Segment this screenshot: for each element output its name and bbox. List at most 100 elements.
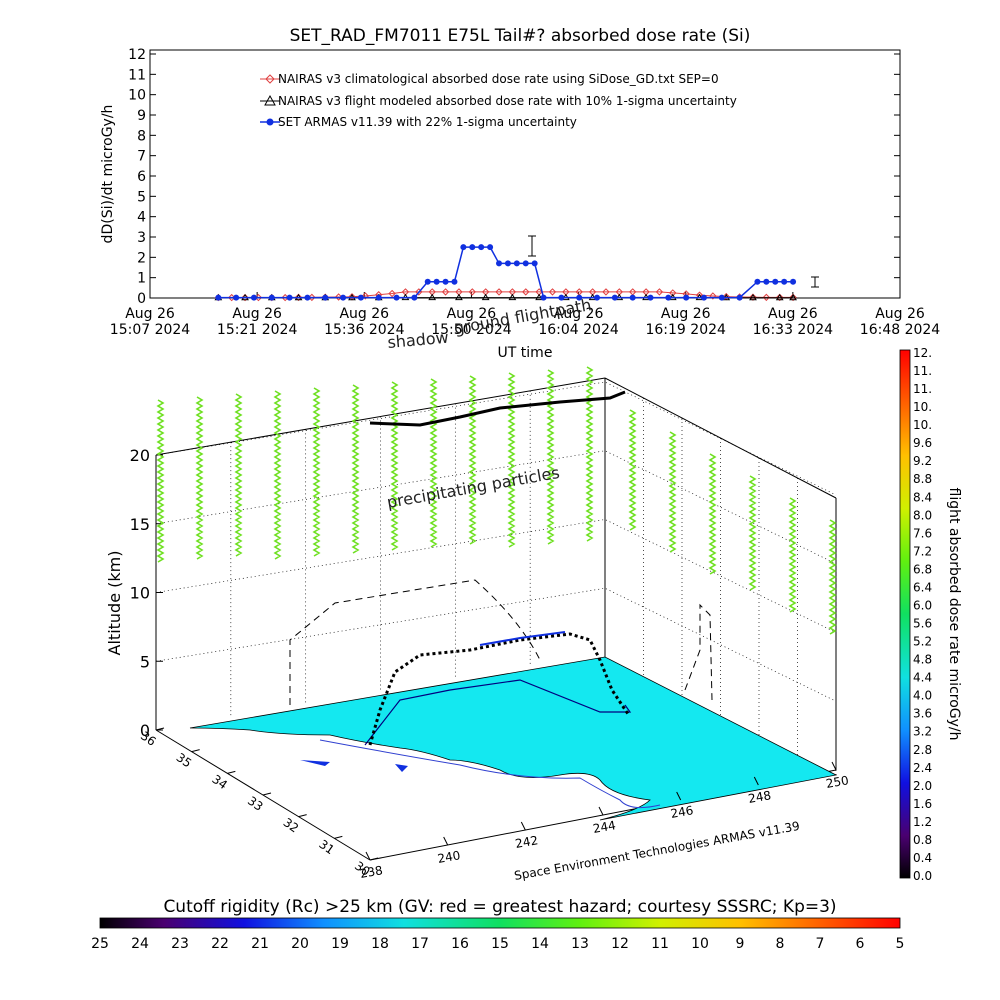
lon-tick-label: 238 <box>359 863 384 881</box>
z-tick-label: 20 <box>130 446 150 465</box>
series-layer <box>214 244 797 302</box>
dose-colorbar-tick: 2.0 <box>913 779 932 793</box>
x-tick-label: 15:50 2024 <box>431 322 512 338</box>
legend-item-armas: SET ARMAS v11.39 with 22% 1-sigma uncert… <box>260 115 577 129</box>
series-point <box>442 278 449 285</box>
lon-tick-label: 250 <box>825 773 850 791</box>
triangle-marker-icon <box>264 94 276 106</box>
series-point <box>487 244 494 251</box>
rigidity-colorbar-tick: 17 <box>411 936 429 952</box>
dose-colorbar-tick: 12. <box>913 346 932 360</box>
legend-label: NAIRAS v3 climatological absorbed dose r… <box>278 72 719 86</box>
rigidity-colorbar-tick: 8 <box>776 936 785 952</box>
series-point <box>388 289 396 298</box>
series-point <box>361 292 370 300</box>
dose-colorbar-tick: 8.0 <box>913 508 932 522</box>
lon-tick-mark <box>676 791 682 801</box>
dose-colorbar-tick: 9.2 <box>913 454 932 468</box>
series-point <box>789 293 797 301</box>
annotation-shadow: shadow <box>387 328 450 352</box>
dose-column <box>708 453 717 575</box>
x-axis-label: UT time <box>498 345 553 361</box>
island-shape <box>395 764 408 772</box>
dose-colorbar-tick: 6.8 <box>913 562 932 576</box>
series-point <box>700 294 707 301</box>
y-tick-label: 1 <box>137 271 146 287</box>
dose-colorbar-tick: 4.4 <box>913 671 932 685</box>
series-point <box>762 293 771 302</box>
dose-column <box>195 396 204 560</box>
series-point <box>304 294 311 301</box>
x-tick-label: Aug 26 <box>447 306 497 322</box>
rigidity-colorbar-tick: 25 <box>91 936 109 952</box>
error-bars <box>528 235 819 288</box>
rigidity-colorbar-label: Cutoff rigidity (Rc) >25 km (GV: red = g… <box>163 897 836 917</box>
series-point <box>683 294 690 301</box>
series-point <box>594 294 601 301</box>
dose-colorbar-ticks: 0.0 0.4 0.8 1.2 1.6 2.0 2.4 2.8 3.2 3.6 4.0 4.4 4.8 5… <box>913 346 932 883</box>
z-axis-label: Altitude (km) <box>105 551 124 656</box>
x-tick-label: Aug 26 <box>125 306 175 322</box>
dose-column <box>828 519 837 635</box>
lon-tick-mark <box>598 806 604 816</box>
lat-tick-label: 32 <box>281 815 302 835</box>
rigidity-colorbar <box>99 917 901 929</box>
dose-colorbar-tick: 0.0 <box>913 869 932 883</box>
rigidity-colorbar-tick: 12 <box>611 936 629 952</box>
rigidity-colorbar-tick: 20 <box>291 936 309 952</box>
dose-colorbar-tick: 2.4 <box>913 761 932 775</box>
x-tick-label: Aug 26 <box>661 306 711 322</box>
lat-tick-label: 35 <box>174 750 195 770</box>
series-point <box>629 294 636 301</box>
lon-tick-label: 244 <box>592 818 617 836</box>
lat-tick-mark <box>262 792 272 796</box>
rigidity-colorbar-tick: 13 <box>571 936 589 952</box>
series-point <box>781 278 788 285</box>
dose-colorbar-tick: 0.4 <box>913 851 932 865</box>
x-tick-label: Aug 26 <box>768 306 818 322</box>
dose-colorbar-tick: 9.6 <box>913 436 932 450</box>
series-point <box>665 294 672 301</box>
coastline <box>319 739 661 809</box>
lon-tick-mark <box>365 851 371 861</box>
series-point <box>504 260 511 267</box>
dose-column <box>546 369 555 545</box>
y-tick-label: 4 <box>137 210 146 226</box>
rigidity-colorbar-tick: 11 <box>651 936 669 952</box>
y-tick-label: 10 <box>128 88 146 104</box>
dose-colorbar-tick: 10. <box>913 400 932 414</box>
lon-tick-mark <box>443 836 449 846</box>
dose-colorbar-tick: 8.4 <box>913 490 932 504</box>
lon-tick-mark <box>520 821 526 831</box>
flight-path-projection <box>369 390 626 427</box>
series-point <box>469 244 476 251</box>
series-point <box>215 294 222 301</box>
series-point <box>294 293 303 302</box>
lat-tick-label: 33 <box>245 794 266 814</box>
series-point <box>718 294 725 301</box>
rigidity-colorbar-tick: 15 <box>491 936 509 952</box>
series-point <box>709 292 717 300</box>
z-tick-label: 5 <box>140 652 150 671</box>
y-tick-label: 12 <box>128 47 146 63</box>
y-tick-label: 5 <box>137 189 146 205</box>
lon-tick-mark <box>831 761 837 771</box>
dose-rate-columns <box>156 366 837 635</box>
ground-surface <box>189 656 838 821</box>
rigidity-colorbar-tick: 16 <box>451 936 469 952</box>
series-point <box>790 278 797 285</box>
series-point <box>736 294 743 301</box>
series-point <box>322 294 329 301</box>
y-tick-label: 8 <box>137 128 146 144</box>
series-point <box>250 294 257 301</box>
dose-colorbar-tick: 6.0 <box>913 598 932 612</box>
x-tick-label: 15:21 2024 <box>217 322 298 338</box>
series-line <box>218 291 794 299</box>
lat-tick-mark <box>191 749 200 753</box>
series-point <box>611 294 618 301</box>
series-point <box>669 289 677 297</box>
